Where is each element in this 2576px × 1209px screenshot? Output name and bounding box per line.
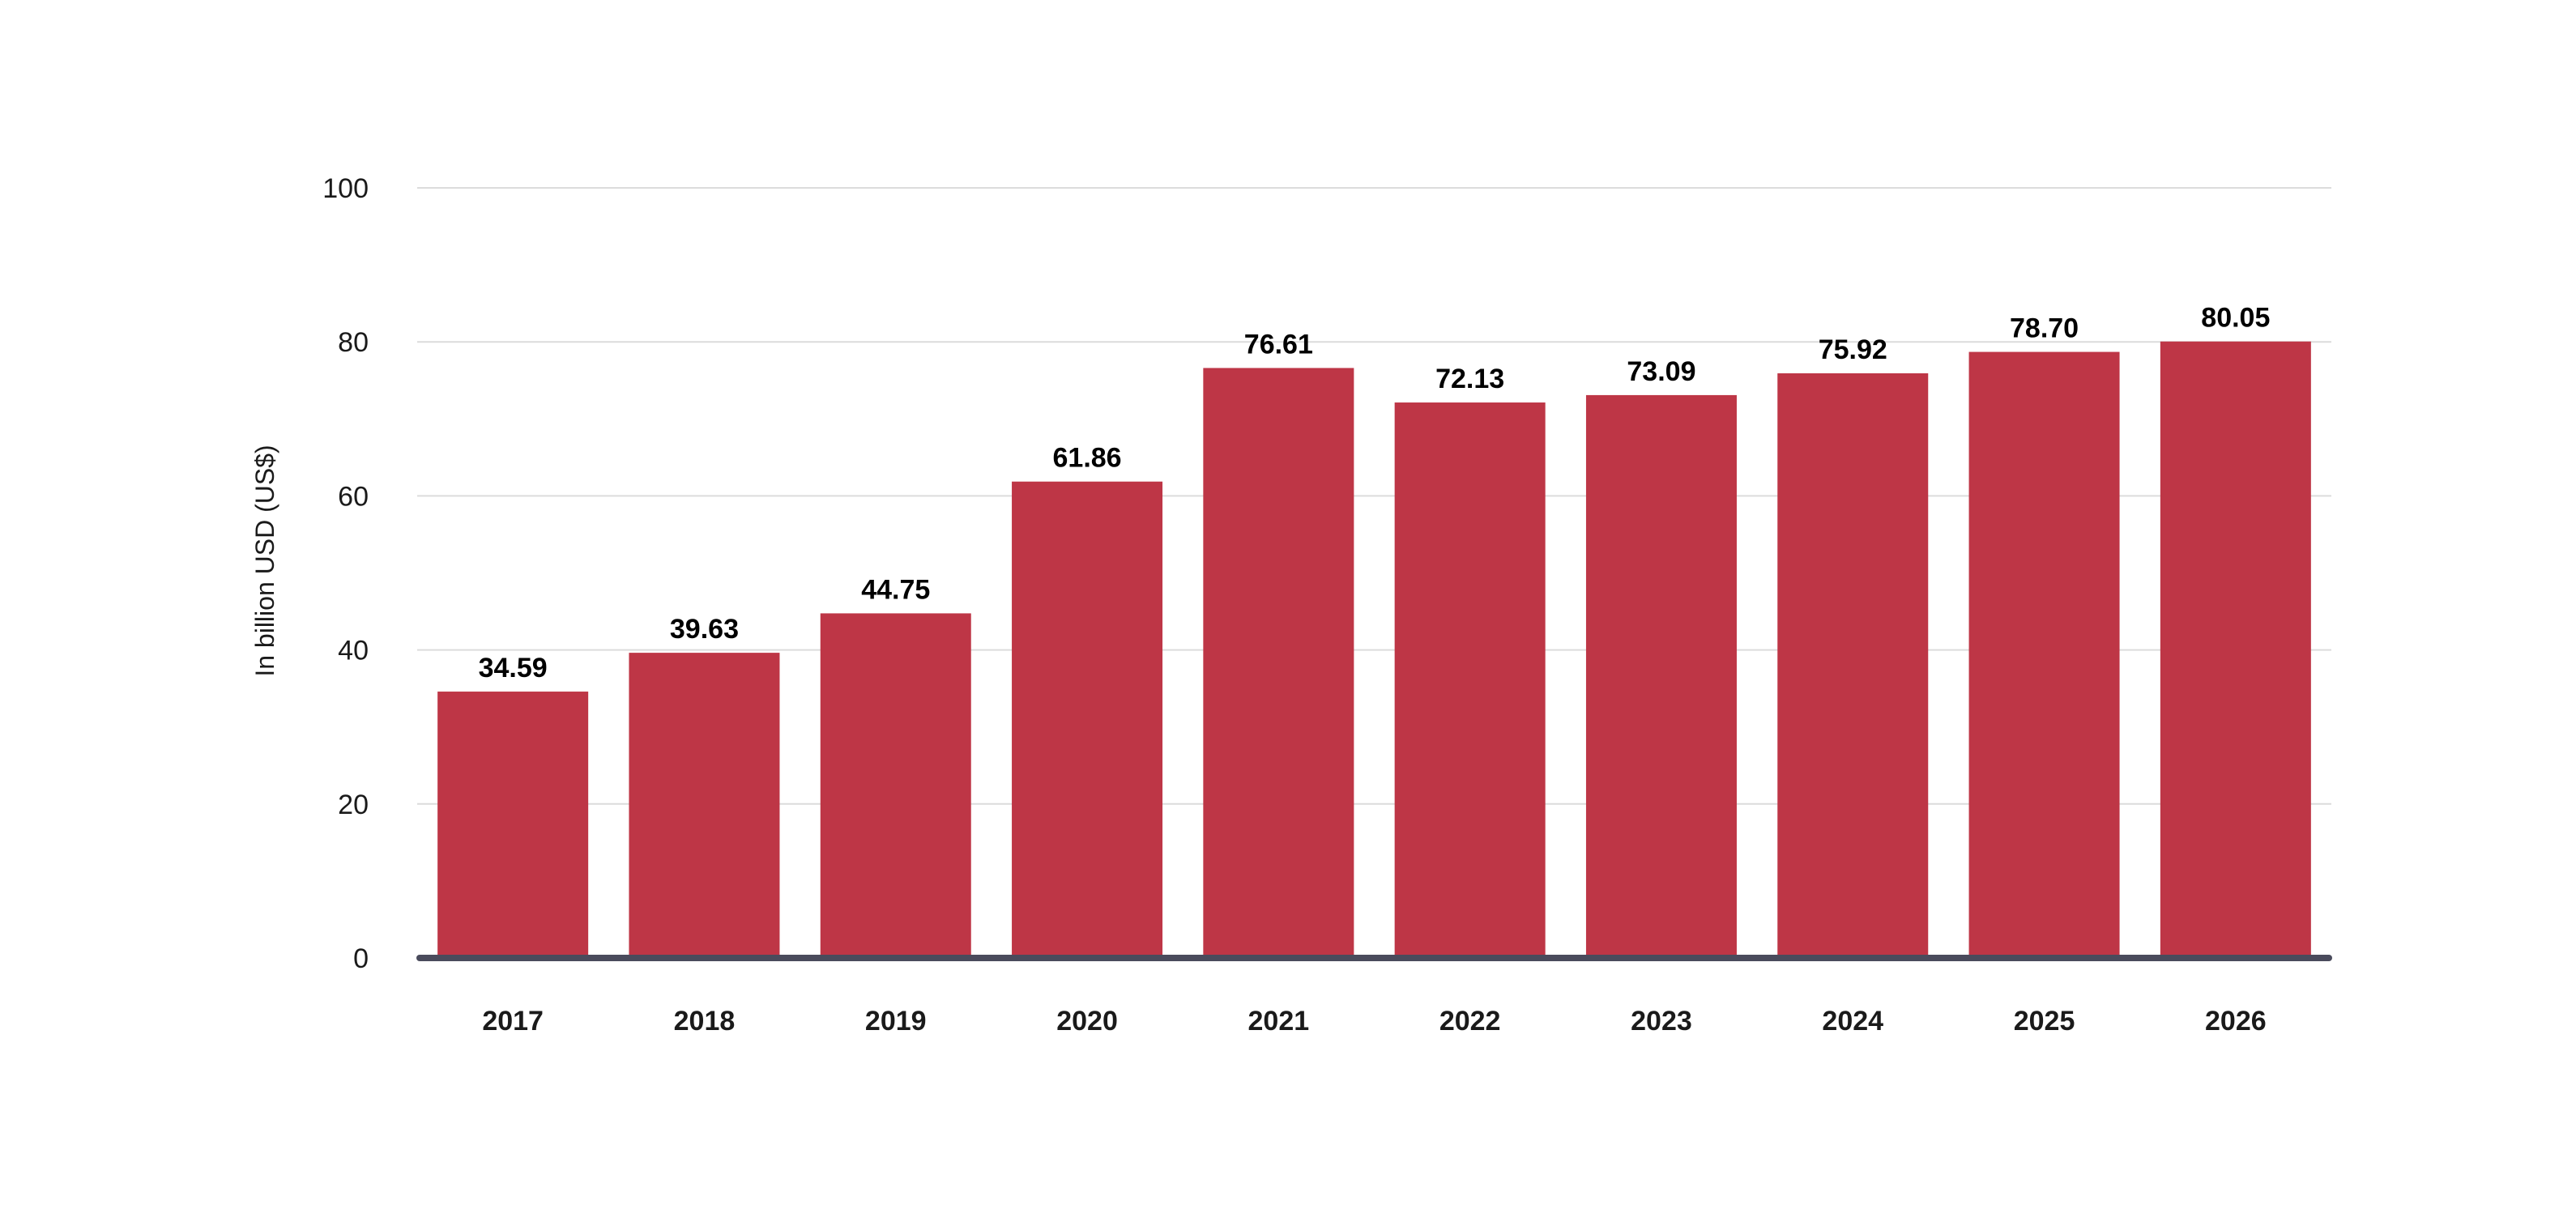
x-tick-label: 2021 xyxy=(1248,1006,1310,1037)
data-label-2022: 72.13 xyxy=(1435,364,1504,394)
data-label-2018: 39.63 xyxy=(670,614,739,645)
x-tick-label: 2025 xyxy=(2014,1006,2075,1037)
y-tick-label: 0 xyxy=(353,943,369,974)
x-tick-label: 2023 xyxy=(1631,1006,1692,1037)
bar-2023 xyxy=(1585,394,1737,959)
data-label-2019: 44.75 xyxy=(861,574,930,605)
bar-2017 xyxy=(437,692,589,958)
bar-2018 xyxy=(629,653,780,958)
x-tick-label: 2018 xyxy=(674,1006,736,1037)
bar-2019 xyxy=(820,613,971,958)
x-tick-label: 2019 xyxy=(865,1006,927,1037)
bars xyxy=(437,341,2311,959)
data-label-2024: 75.92 xyxy=(1819,334,1887,365)
bar-2022 xyxy=(1394,402,1546,958)
data-label-2017: 34.59 xyxy=(479,653,548,683)
bar-2024 xyxy=(1777,373,1929,958)
bar-2026 xyxy=(2160,341,2311,958)
x-tick-label: 2017 xyxy=(482,1006,544,1037)
data-label-2026: 80.05 xyxy=(2201,303,2270,334)
bar-2021 xyxy=(1203,368,1354,958)
data-label-2020: 61.86 xyxy=(1053,443,1122,474)
y-tick-label: 40 xyxy=(338,636,369,666)
x-tick-label: 2024 xyxy=(1822,1006,1883,1037)
data-label-2023: 73.09 xyxy=(1627,356,1695,387)
y-axis-title: In billion USD (US$) xyxy=(250,445,279,676)
bar-2020 xyxy=(1012,481,1163,958)
y-tick-label: 20 xyxy=(338,790,369,820)
y-tick-label: 60 xyxy=(338,481,369,512)
bar-2025 xyxy=(1968,351,2120,958)
y-axis-ticks: 0 20 40 60 80 100 xyxy=(322,173,369,974)
x-axis-categories: 2017 2018 2019 2020 2021 2022 2023 2024 2025 2026 xyxy=(482,1006,2266,1037)
x-tick-label: 2022 xyxy=(1439,1006,1501,1037)
data-label-2025: 78.70 xyxy=(2010,313,2079,344)
data-label-2021: 76.61 xyxy=(1244,329,1313,360)
x-tick-label: 2020 xyxy=(1056,1006,1118,1037)
data-labels: 34.59 39.63 44.75 61.86 76.61 72.13 73.09 75.92… xyxy=(479,303,2271,683)
y-tick-label: 80 xyxy=(338,327,369,358)
y-tick-label: 100 xyxy=(322,173,369,204)
x-tick-label: 2026 xyxy=(2205,1006,2267,1037)
